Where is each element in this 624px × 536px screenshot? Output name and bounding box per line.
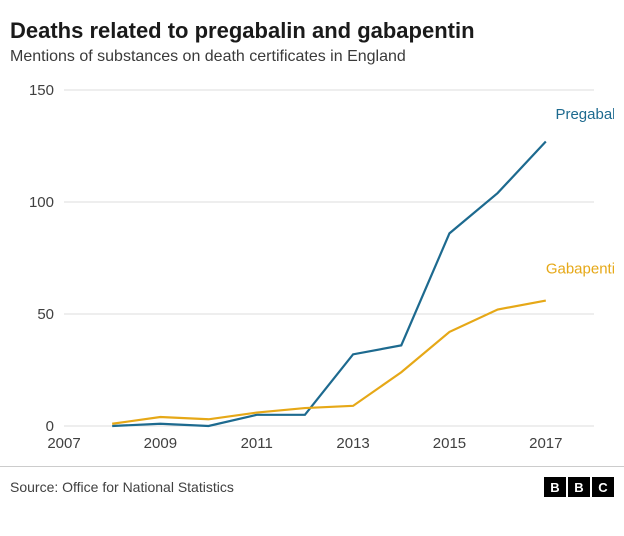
y-tick-label: 150 [29, 82, 54, 99]
series-line-gabapentin [112, 301, 546, 424]
bbc-logo-letter: C [592, 477, 614, 497]
y-tick-label: 50 [37, 306, 54, 323]
x-tick-label: 2017 [529, 435, 562, 452]
x-tick-label: 2015 [433, 435, 466, 452]
chart-inner: Deaths related to pregabalin and gabapen… [0, 0, 624, 458]
chart-container: Deaths related to pregabalin and gabapen… [0, 0, 624, 536]
x-tick-label: 2013 [336, 435, 369, 452]
series-line-pregabalin [112, 142, 546, 426]
y-tick-label: 100 [29, 194, 54, 211]
bbc-logo-letter: B [544, 477, 566, 497]
chart-footer: Source: Office for National Statistics B… [0, 466, 624, 497]
series-label-pregabalin: Pregabalin [555, 106, 614, 123]
chart-subtitle: Mentions of substances on death certific… [10, 48, 614, 66]
x-tick-label: 2009 [144, 435, 177, 452]
bbc-logo-letter: B [568, 477, 590, 497]
y-tick-label: 0 [46, 418, 54, 435]
chart-title: Deaths related to pregabalin and gabapen… [10, 18, 614, 44]
plot-area: 0 50 100 150 2007 2009 2011 2013 2015 2017 Pregaba… [14, 78, 614, 458]
line-chart-svg: 0 50 100 150 2007 2009 2011 2013 2015 2017 Pregaba… [14, 78, 614, 458]
series-label-gabapentin: Gabapentin [546, 261, 614, 278]
bbc-logo: B B C [544, 477, 614, 497]
x-tick-label: 2011 [241, 435, 273, 452]
x-tick-label: 2007 [47, 435, 80, 452]
source-text: Source: Office for National Statistics [10, 479, 234, 495]
